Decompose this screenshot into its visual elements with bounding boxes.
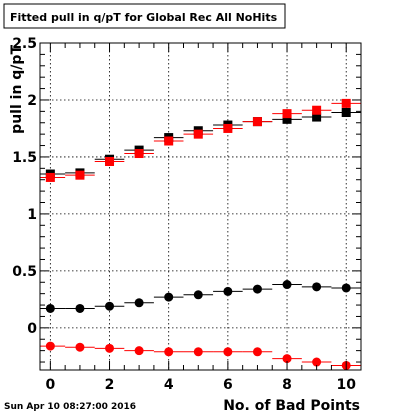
- data-point-circle: [105, 301, 115, 311]
- data-point-square: [341, 108, 351, 118]
- title-frame: [3, 3, 286, 29]
- x-tick-labels: 0 2 4 6 8 10: [45, 377, 356, 393]
- y-tick-label: 2.5: [12, 36, 37, 52]
- data-point-circle: [164, 347, 174, 357]
- data-point-circle: [312, 282, 322, 292]
- x-tick-label: 4: [164, 377, 174, 393]
- data-point-circle: [223, 286, 233, 296]
- data-point-square: [312, 105, 322, 115]
- x-tick-label: 0: [45, 377, 55, 393]
- x-tick-label: 10: [336, 377, 356, 393]
- x-axis-title: No. of Bad Points: [223, 398, 360, 414]
- data-point-circle: [282, 280, 292, 290]
- data-point-circle: [164, 292, 174, 302]
- data-point-circle: [193, 290, 203, 300]
- data-point-circle: [193, 347, 203, 357]
- chart-title-box: Fitted pull in q/pT for Global Rec All N…: [3, 3, 286, 29]
- error-bars: [40, 102, 361, 366]
- data-point-circle: [252, 284, 262, 294]
- data-point-square: [282, 109, 292, 119]
- data-point-circle: [341, 283, 351, 293]
- data-point-circle: [223, 347, 233, 357]
- data-point-square: [312, 112, 322, 122]
- data-point-circle: [134, 298, 144, 308]
- y-tick-label: 0.5: [12, 264, 37, 280]
- footer-timestamp: Sun Apr 10 08:27:00 2016: [4, 402, 136, 412]
- plot-frame: [39, 42, 362, 371]
- data-point-circle: [312, 357, 322, 367]
- x-tick-label: 2: [105, 377, 115, 393]
- data-point-square: [75, 170, 85, 180]
- data-point-square: [252, 117, 262, 127]
- y-axis-title: pull in q/pT: [9, 45, 25, 134]
- chart-title: Fitted pull in q/pT for Global Rec All N…: [10, 11, 278, 24]
- data-point-circle: [282, 354, 292, 364]
- data-point-circle: [252, 347, 262, 357]
- y-tick-label: 2: [27, 93, 37, 109]
- data-point-square: [105, 156, 115, 166]
- data-point-square: [45, 172, 55, 182]
- y-tick-label: 1.5: [12, 150, 37, 166]
- x-tick-label: 8: [282, 377, 292, 393]
- data-point-square: [282, 114, 292, 124]
- data-point-circle: [75, 303, 85, 313]
- axis-ticks: [40, 42, 361, 370]
- data-point-square: [341, 98, 351, 108]
- data-point-circle: [45, 341, 55, 351]
- data-point-circle: [105, 343, 115, 353]
- y-tick-label: 1: [27, 207, 37, 223]
- data-point-circle: [134, 346, 144, 356]
- data-point-square: [164, 136, 174, 146]
- data-point-square: [193, 129, 203, 139]
- data-point-square: [223, 123, 233, 133]
- data-point-square: [134, 149, 144, 159]
- data-point-circle: [45, 303, 55, 313]
- data-point-circle: [75, 342, 85, 352]
- y-tick-labels: 0 0.5 1 1.5 2 2.5: [12, 36, 37, 337]
- y-tick-label: 0: [27, 321, 37, 337]
- grid-lines: [40, 42, 361, 370]
- x-tick-label: 6: [223, 377, 233, 393]
- data-markers: [45, 98, 351, 370]
